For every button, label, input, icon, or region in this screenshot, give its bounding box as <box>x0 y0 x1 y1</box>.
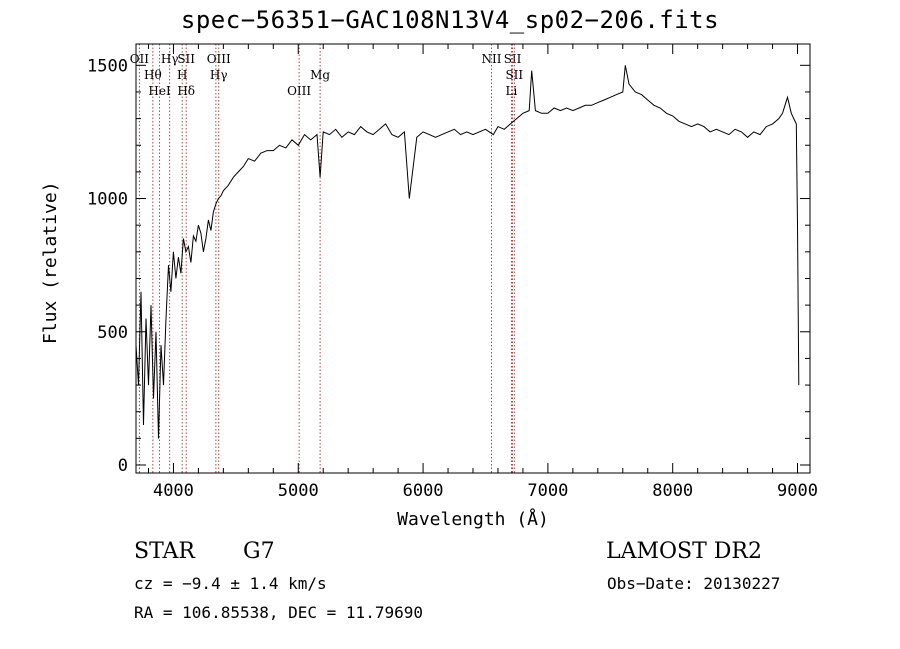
emission-line-label: Hγ <box>210 68 228 82</box>
axis-ticks-layer: 4000 5000 6000 7000 8000 9000 0 500 1000 1500 <box>87 44 818 501</box>
y-tick-label: 1500 <box>87 56 128 76</box>
emission-line-label: OIII <box>207 52 231 66</box>
y-axis-label: Flux (relative) <box>40 181 61 344</box>
emission-line-label: SII <box>505 68 523 82</box>
x-tick-label: 6000 <box>403 481 444 501</box>
emission-line-label: SII <box>504 52 522 66</box>
spectrum-line <box>135 65 800 439</box>
emission-line-label: Mg <box>310 68 330 82</box>
observation-date: Obs−Date: 20130227 <box>607 574 781 593</box>
plot-frame <box>135 43 811 474</box>
emission-line-label: NII <box>481 52 501 66</box>
emission-line-label: HeI <box>148 84 171 98</box>
object-class: STAR <box>134 539 195 564</box>
emission-line-label: OIII <box>287 84 311 98</box>
redshift-cz: cz = −9.4 ± 1.4 km/s <box>134 574 327 593</box>
emission-line-label: H <box>177 68 187 82</box>
x-tick-label: 5000 <box>278 481 319 501</box>
emission-line-label: Hθ <box>144 68 162 82</box>
emission-line-label: Hδ <box>177 84 195 98</box>
ra-dec-coords: RA = 106.85538, DEC = 11.79690 <box>134 603 423 622</box>
emission-line-label: OII <box>130 52 150 66</box>
emission-line-label: Hγ <box>161 52 179 66</box>
emission-line-label: SII <box>177 52 195 66</box>
y-tick-label: 1000 <box>87 190 128 210</box>
x-tick-label: 9000 <box>777 481 818 501</box>
emission-lines-layer: OII Hθ HeI Hγ H SII Hδ OIII Hγ OIII Mg NII Li SII SII <box>130 44 523 473</box>
x-tick-label: 7000 <box>527 481 568 501</box>
object-subclass: G7 <box>243 539 275 564</box>
survey-name: LAMOST DR2 <box>606 539 762 564</box>
y-tick-label: 0 <box>118 456 128 476</box>
y-tick-label: 500 <box>97 323 128 343</box>
x-tick-label: 8000 <box>652 481 693 501</box>
emission-line-label: Li <box>506 84 518 98</box>
x-axis-label: Wavelength (Å) <box>397 509 549 530</box>
x-tick-label: 4000 <box>153 481 194 501</box>
chart-title: spec−56351−GAC108N13V4_sp02−206.fits <box>180 6 720 34</box>
